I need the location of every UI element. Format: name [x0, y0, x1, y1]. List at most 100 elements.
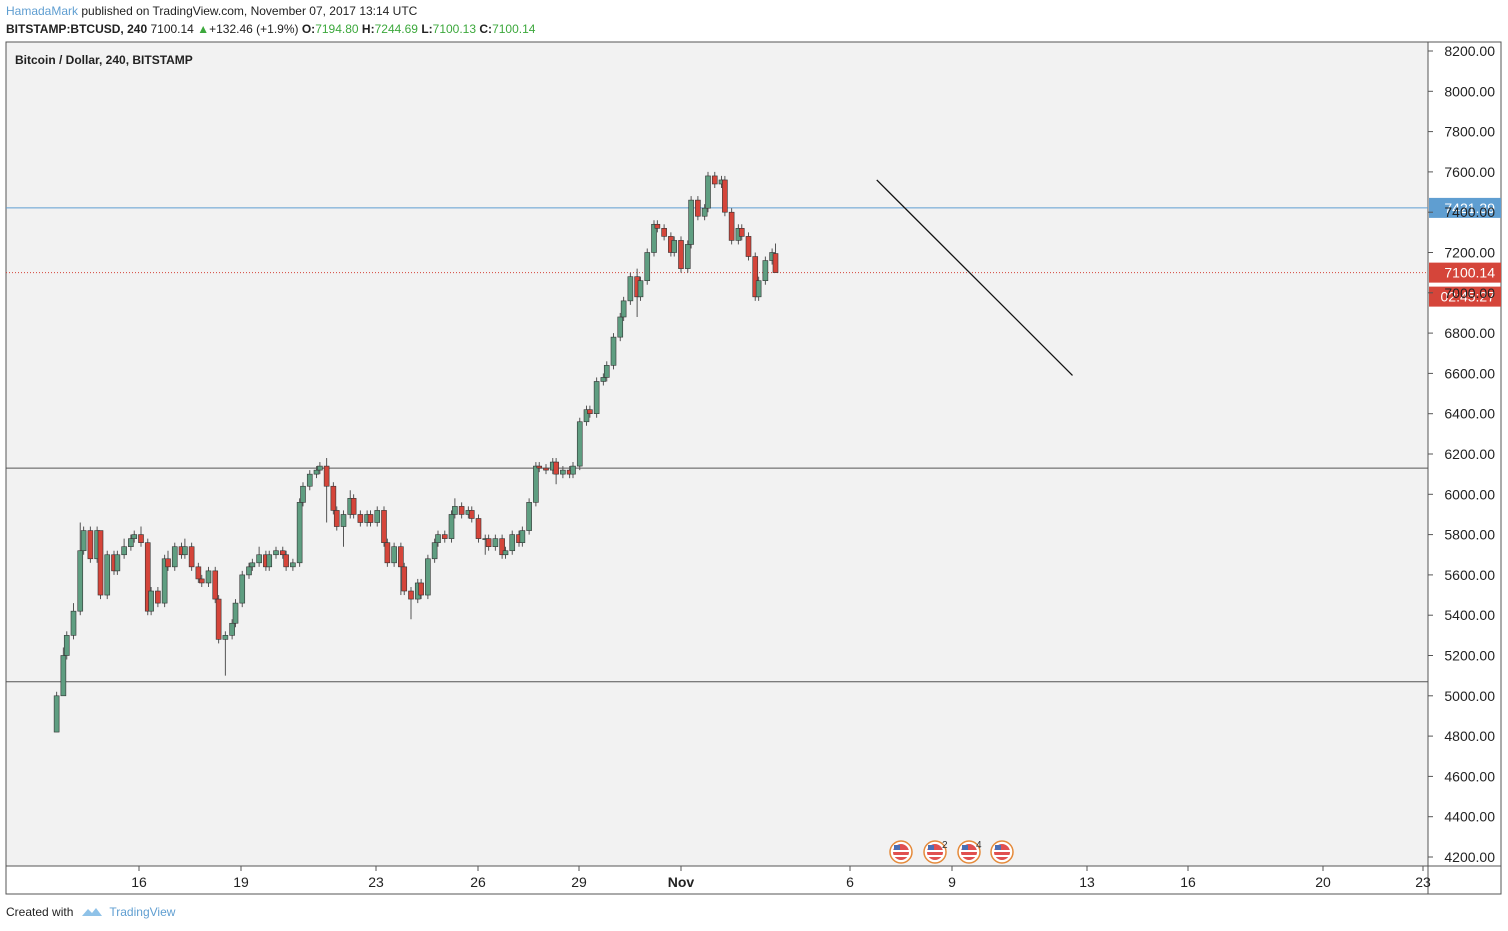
candle[interactable]	[188, 542, 195, 571]
candle[interactable]	[593, 377, 600, 418]
candle[interactable]	[104, 550, 111, 600]
candle[interactable]	[603, 361, 610, 382]
candle[interactable]	[171, 542, 178, 571]
candle[interactable]	[374, 506, 381, 527]
candle[interactable]	[165, 550, 171, 571]
candle[interactable]	[587, 405, 593, 418]
candle[interactable]	[627, 272, 634, 305]
candle[interactable]	[121, 538, 127, 559]
candle[interactable]	[70, 603, 77, 640]
candle[interactable]	[620, 296, 627, 322]
candle[interactable]	[249, 558, 256, 571]
candle[interactable]	[148, 586, 154, 616]
candle[interactable]	[431, 538, 438, 563]
candle[interactable]	[97, 530, 104, 600]
event-flag-icon[interactable]: 4	[957, 840, 982, 864]
candle[interactable]	[128, 534, 134, 551]
candle[interactable]	[313, 466, 320, 479]
candle[interactable]	[688, 196, 694, 249]
candle[interactable]	[266, 550, 273, 571]
candle[interactable]	[87, 526, 94, 563]
candle[interactable]	[53, 691, 60, 733]
candle[interactable]	[131, 530, 138, 543]
candle[interactable]	[610, 333, 617, 370]
candle[interactable]	[229, 619, 235, 640]
candle[interactable]	[198, 574, 205, 587]
author-link[interactable]: HamadaMark	[6, 4, 79, 18]
candle[interactable]	[418, 578, 424, 600]
candle[interactable]	[63, 631, 70, 660]
candle[interactable]	[701, 204, 708, 221]
candle[interactable]	[684, 240, 691, 273]
candle[interactable]	[617, 312, 624, 342]
candle[interactable]	[492, 534, 499, 551]
candle[interactable]	[330, 482, 337, 515]
candle[interactable]	[340, 510, 347, 547]
candle[interactable]	[323, 458, 330, 523]
candle[interactable]	[232, 599, 239, 628]
candle[interactable]	[755, 276, 762, 301]
candle[interactable]	[485, 534, 492, 551]
candle[interactable]	[536, 462, 543, 473]
candle[interactable]	[543, 464, 549, 475]
candle[interactable]	[391, 542, 397, 567]
candle[interactable]	[738, 224, 745, 241]
candle[interactable]	[283, 550, 289, 571]
candle[interactable]	[452, 498, 458, 519]
candle[interactable]	[155, 586, 161, 608]
candle[interactable]	[256, 546, 262, 567]
candle[interactable]	[509, 530, 516, 555]
candle[interactable]	[526, 498, 532, 535]
candle[interactable]	[502, 546, 509, 559]
candle[interactable]	[435, 530, 441, 547]
candle[interactable]	[533, 462, 539, 507]
event-flag-icon[interactable]	[889, 840, 913, 864]
candle[interactable]	[398, 542, 404, 596]
price-axis[interactable]	[1428, 42, 1501, 866]
candle[interactable]	[448, 510, 455, 543]
candle[interactable]	[114, 550, 121, 575]
candle[interactable]	[384, 538, 391, 567]
candle[interactable]	[205, 566, 212, 587]
trendline[interactable]	[876, 179, 1073, 376]
candle[interactable]	[654, 220, 661, 233]
candle[interactable]	[80, 526, 87, 555]
candle[interactable]	[367, 510, 374, 527]
candle[interactable]	[752, 252, 759, 301]
candle[interactable]	[671, 236, 678, 257]
candle[interactable]	[215, 595, 222, 644]
candle[interactable]	[475, 514, 482, 543]
candle[interactable]	[212, 566, 219, 604]
candle[interactable]	[333, 506, 340, 531]
candle[interactable]	[499, 534, 505, 559]
candle[interactable]	[644, 248, 651, 285]
candle[interactable]	[651, 220, 657, 257]
candle[interactable]	[678, 236, 684, 273]
event-flag-icon[interactable]	[990, 840, 1014, 864]
candle[interactable]	[560, 466, 566, 479]
price-chart[interactable]: Bitcoin / Dollar, 240, BITSTAMP 7421.397…	[0, 0, 1508, 900]
candle[interactable]	[300, 482, 306, 507]
candle[interactable]	[290, 558, 296, 571]
candle[interactable]	[570, 462, 576, 479]
plot-area[interactable]	[6, 42, 1428, 866]
candle[interactable]	[576, 417, 583, 471]
candle[interactable]	[279, 546, 286, 559]
candle[interactable]	[772, 243, 779, 273]
candle[interactable]	[77, 522, 84, 616]
candle[interactable]	[401, 562, 408, 596]
candle[interactable]	[350, 494, 357, 519]
candle[interactable]	[246, 562, 252, 579]
candle[interactable]	[408, 586, 414, 620]
candle[interactable]	[722, 175, 728, 217]
candle[interactable]	[381, 506, 387, 547]
tradingview-link[interactable]: TradingView	[109, 905, 176, 919]
candle[interactable]	[745, 232, 752, 261]
candle[interactable]	[239, 570, 246, 608]
candle[interactable]	[222, 631, 229, 676]
candle[interactable]	[711, 171, 718, 189]
candle[interactable]	[637, 276, 644, 301]
candle[interactable]	[357, 510, 364, 527]
event-flag-icon[interactable]: 2	[923, 840, 948, 864]
candle[interactable]	[138, 526, 144, 547]
